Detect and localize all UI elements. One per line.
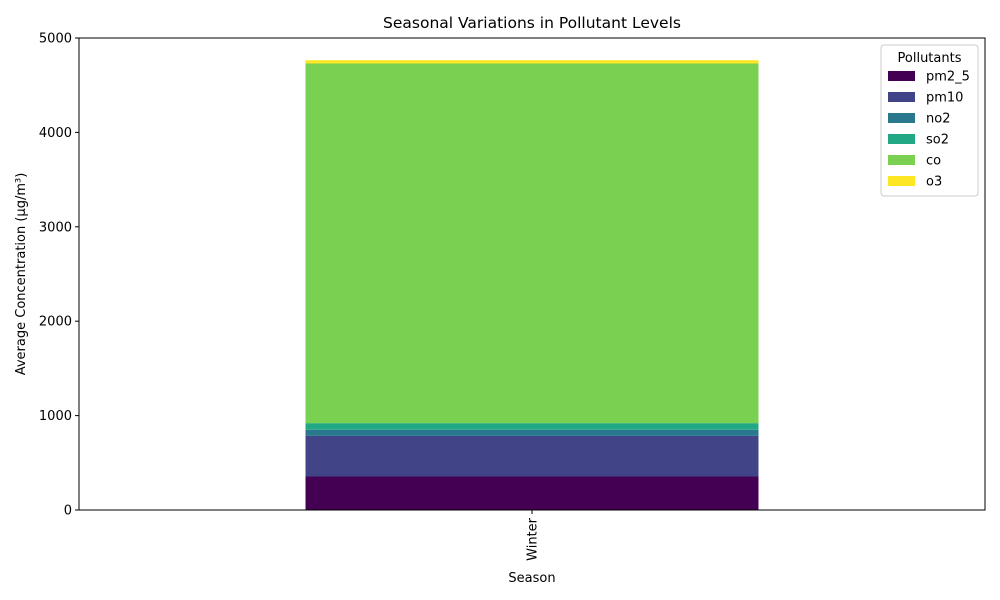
y-tick-label: 1000: [39, 409, 72, 424]
legend-title: Pollutants: [898, 51, 962, 66]
y-axis-label: Average Concentration (µg/m³): [14, 173, 29, 376]
bar-segment-no2: [305, 429, 759, 436]
bar-segment-co: [305, 63, 759, 424]
legend-label-no2: no2: [926, 112, 950, 127]
legend-swatch-pm10: [888, 92, 915, 102]
x-axis: Winter: [526, 510, 541, 561]
legend-label-co: co: [926, 154, 941, 169]
legend-swatch-pm2_5: [888, 71, 915, 81]
legend: Pollutants pm2_5 pm10 no2 so2 co o3: [880, 44, 979, 197]
bar-segment-so2: [305, 423, 759, 430]
y-tick-label: 0: [64, 504, 72, 519]
bar-segment-pm10: [305, 435, 759, 477]
bar-segment-pm2_5: [305, 476, 759, 510]
chart-title: Seasonal Variations in Pollutant Levels: [383, 14, 681, 32]
y-tick-label: 3000: [39, 220, 72, 235]
x-axis-label: Season: [508, 571, 555, 586]
legend-items: pm2_5 pm10 no2 so2 co o3: [888, 70, 970, 190]
y-tick-label: 4000: [39, 126, 72, 141]
legend-label-pm10: pm10: [926, 91, 963, 106]
x-tick-label: Winter: [526, 517, 541, 561]
legend-swatch-so2: [888, 134, 915, 144]
legend-swatch-co: [888, 155, 915, 165]
y-axis: 0 1000 2000 3000 4000 5000: [39, 32, 79, 519]
bar-segments: [305, 60, 759, 510]
bar-segment-o3: [305, 60, 759, 64]
legend-label-pm2_5: pm2_5: [926, 70, 970, 85]
y-tick-label: 5000: [39, 32, 72, 47]
legend-swatch-o3: [888, 176, 915, 186]
legend-label-so2: so2: [926, 133, 949, 148]
y-tick-label: 2000: [39, 315, 72, 330]
legend-label-o3: o3: [926, 175, 942, 190]
legend-swatch-no2: [888, 113, 915, 123]
